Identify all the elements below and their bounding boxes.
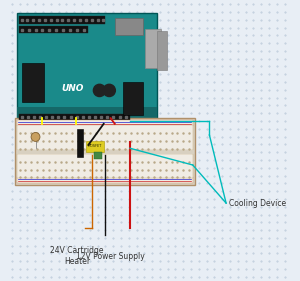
Bar — [19, 26, 88, 33]
Bar — [15, 118, 196, 185]
Bar — [123, 81, 142, 115]
Bar — [17, 125, 193, 150]
Bar — [94, 152, 102, 158]
Text: 24V Cartridge
Heater: 24V Cartridge Heater — [50, 246, 104, 266]
Bar — [115, 18, 142, 35]
Bar — [22, 63, 44, 101]
Text: 12V Power Supply: 12V Power Supply — [76, 252, 145, 261]
Text: Cooling Device: Cooling Device — [229, 199, 286, 208]
Circle shape — [103, 84, 116, 97]
Bar — [19, 114, 130, 121]
Bar — [19, 16, 105, 24]
Bar — [85, 141, 104, 152]
Bar — [77, 129, 83, 157]
Bar — [17, 120, 193, 126]
Text: UNO: UNO — [62, 84, 84, 93]
Bar — [17, 107, 157, 124]
Bar — [17, 154, 193, 178]
Circle shape — [31, 132, 40, 141]
Bar — [146, 29, 161, 68]
Text: MOSFET: MOSFET — [87, 144, 102, 148]
Bar — [157, 31, 167, 70]
Bar — [17, 150, 193, 154]
Bar — [17, 13, 157, 124]
Bar — [17, 177, 193, 183]
Circle shape — [93, 84, 106, 97]
